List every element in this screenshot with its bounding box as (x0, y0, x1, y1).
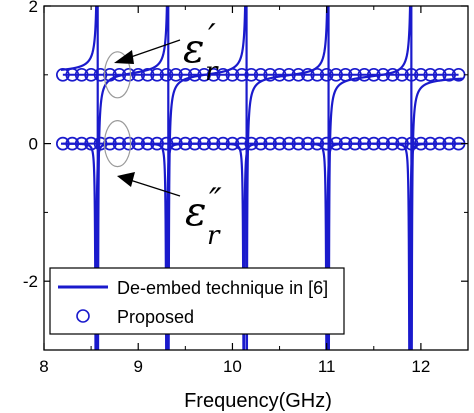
eps-real-prime: ′ (208, 17, 216, 57)
annotations: ε ′ r ε ″ r (103, 17, 222, 251)
arrow-imag-shaft (129, 179, 181, 197)
legend-label-markers: Proposed (117, 307, 194, 327)
arrow-imag-head (117, 172, 135, 187)
eps-real-subscript: r (205, 57, 219, 87)
eps-imag-label: ε ″ r (185, 181, 222, 251)
legend-circle-swatch (76, 309, 90, 323)
marker-group-y_imag (55, 136, 466, 151)
eps-imag-symbol: ε (185, 189, 206, 235)
y-tick-label: -2 (23, 272, 38, 291)
marker-group-y_real (55, 67, 466, 82)
x-tick-label: 11 (318, 357, 336, 376)
legend-label-line: De-embed technique in [6] (117, 278, 328, 298)
x-tick-label: 8 (39, 357, 48, 376)
x-tick-label: 9 (133, 357, 142, 376)
legend-box (49, 267, 345, 335)
series-line-imag (60, 142, 465, 350)
axes: 8 9 10 11 12 -2 0 2 (23, 0, 469, 376)
y-tick-label: 2 (29, 0, 38, 16)
x-tick-label: 12 (411, 357, 430, 376)
legend: De-embed technique in [6] Proposed (49, 267, 345, 335)
ellipse-real (103, 51, 132, 99)
arrow-real-head (114, 50, 134, 64)
x-tick-label: 10 (223, 357, 242, 376)
eps-real-symbol: ε (183, 26, 204, 72)
ellipse-imag (103, 120, 132, 168)
x-axis-title: Frequency(GHz) (184, 390, 332, 412)
eps-real-label: ε ′ r (183, 17, 219, 87)
eps-imag-prime: ″ (209, 181, 222, 221)
plot-frame (43, 5, 469, 351)
plot-area (55, 6, 466, 350)
eps-imag-subscript: r (207, 221, 221, 251)
y-tick-label: 0 (29, 135, 38, 154)
arrow-real-shaft (127, 39, 181, 59)
